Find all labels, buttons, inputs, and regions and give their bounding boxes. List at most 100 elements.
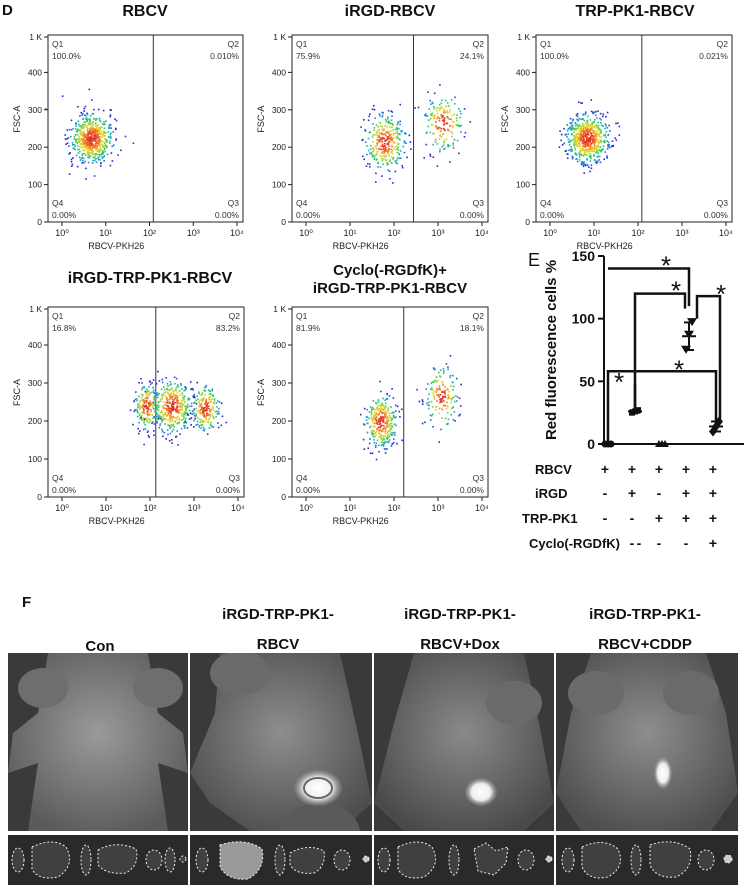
y-tick-label: 100 <box>572 311 596 327</box>
quadrant-q4-label: Q4 <box>296 473 308 483</box>
condition-value: - <box>602 510 608 526</box>
quadrant-q3-label: Q3 <box>229 473 241 483</box>
significance-star: * <box>661 250 671 280</box>
density-cloud <box>360 84 472 184</box>
y-tick-label: 200 <box>28 416 42 426</box>
mouse-label: iRGD-TRP-PK1- RBCV+Dox <box>404 606 516 653</box>
x-tick-label: 10³ <box>187 228 200 238</box>
organ-image <box>556 835 738 885</box>
y-tick-label: 400 <box>272 340 286 350</box>
data-point <box>607 440 615 448</box>
mouse-silhouette <box>374 653 554 831</box>
x-tick-label: 10⁰ <box>299 228 313 238</box>
y-tick-label: 0 <box>525 217 530 227</box>
flow-cytometry-plot: 1 K 400 300 200 100 0 10⁰ 10¹ 10² 10³ 10⁴ FSC-A RBCV… <box>500 32 733 251</box>
flow-plot-title: iRGD-TRP-PK1-RBCV <box>67 270 233 287</box>
condition-value: - <box>656 485 662 501</box>
mouse-silhouette <box>190 653 372 831</box>
condition-value: + <box>627 485 637 501</box>
condition-value: - <box>629 510 635 526</box>
x-axis-label: RBCV-PKH26 <box>333 516 389 526</box>
y-tick-label: 200 <box>272 416 286 426</box>
condition-value: + <box>654 461 664 477</box>
mouse-silhouette <box>8 653 188 831</box>
x-tick-label: 10⁴ <box>231 503 245 513</box>
organ-outlines <box>377 841 553 879</box>
y-tick-label: 1 K <box>273 304 286 314</box>
quadrant-q2-label: 83.2% <box>216 323 241 333</box>
flow-cytometry-plot: 1 K 400 300 200 100 0 10⁰ 10¹ 10² 10³ 10⁴ FSC-A RBCV… <box>256 304 489 526</box>
condition-value: + <box>681 461 691 477</box>
quadrant-q2-label: 0.021% <box>699 51 728 61</box>
y-axis-label: FSC-A <box>256 379 266 406</box>
x-tick-label: 10¹ <box>343 228 356 238</box>
mouse-image <box>190 653 372 831</box>
mouse-image <box>8 653 188 831</box>
x-tick-label: 10⁴ <box>719 228 733 238</box>
quadrant-q4-label: 0.00% <box>296 485 321 495</box>
y-tick-label: 200 <box>272 142 286 152</box>
x-tick-label: 10⁴ <box>475 228 489 238</box>
flow-cytometry-plot: 1 K 400 300 200 100 0 10⁰ 10¹ 10² 10³ 10⁴ FSC-A RBCV… <box>12 304 245 526</box>
y-tick-label: 1 K <box>273 32 286 42</box>
mouse-label: Con <box>85 638 115 655</box>
y-tick-label: 300 <box>516 105 530 115</box>
quadrant-q1-label: Q1 <box>540 39 552 49</box>
y-tick-label: 200 <box>28 142 42 152</box>
x-tick-label: 10² <box>631 228 644 238</box>
condition-value: + <box>681 510 691 526</box>
organ-image <box>374 835 554 885</box>
density-cloud <box>359 355 462 461</box>
quadrant-q2-label: Q2 <box>228 39 240 49</box>
quadrant-q2-label: Q2 <box>473 311 485 321</box>
plot-frame <box>535 34 733 223</box>
condition-value: + <box>708 485 718 501</box>
y-axis-label: FSC-A <box>12 379 22 406</box>
y-tick-label: 100 <box>28 454 42 464</box>
y-tick-label: 400 <box>272 67 286 77</box>
y-tick-label: 0 <box>37 217 42 227</box>
data-point <box>687 318 697 327</box>
quadrant-q1-label: 100.0% <box>540 51 569 61</box>
significance-bracket <box>695 294 722 419</box>
condition-value: + <box>708 535 718 551</box>
condition-row-label: RBCV <box>535 462 572 477</box>
mouse-label: iRGD-TRP-PK1- RBCV+CDDP <box>589 606 701 653</box>
quadrant-q2-label: Q2 <box>229 311 241 321</box>
significance-bracket <box>633 292 687 412</box>
x-tick-label: 10³ <box>431 503 444 513</box>
x-tick-label: 10² <box>387 228 400 238</box>
y-tick-label: 300 <box>28 105 42 115</box>
y-tick-label: 1 K <box>29 32 42 42</box>
y-tick-label: 1 K <box>29 304 42 314</box>
significance-star: * <box>614 367 624 397</box>
flow-plot-title: Cyclo(-RGDfK)+ iRGD-TRP-PK1-RBCV <box>312 262 468 297</box>
significance-bracket <box>608 267 691 307</box>
y-tick-label: 300 <box>272 378 286 388</box>
y-tick-label: 400 <box>28 340 42 350</box>
quadrant-q4-label: 0.00% <box>296 210 321 220</box>
condition-value: - <box>656 535 662 551</box>
mouse-label: iRGD-TRP-PK1- RBCV <box>222 606 334 653</box>
x-tick-label: 10¹ <box>343 503 356 513</box>
x-tick-label: 10⁴ <box>475 503 489 513</box>
y-tick-label: 400 <box>28 67 42 77</box>
mouse-silhouette <box>556 653 738 831</box>
panel-f-letter: F <box>22 594 32 611</box>
x-tick-label: 10¹ <box>99 228 112 238</box>
condition-value: + <box>654 510 664 526</box>
y-tick-label: 1 K <box>517 32 530 42</box>
y-tick-label: 150 <box>572 248 596 264</box>
condition-value: - <box>683 535 689 551</box>
quadrant-q3-label: Q3 <box>473 473 485 483</box>
quadrant-q4-label: 0.00% <box>52 210 77 220</box>
y-axis-label: FSC-A <box>500 106 510 133</box>
condition-value: - <box>636 535 642 551</box>
y-tick-label: 50 <box>579 373 595 389</box>
quadrant-q1-label: Q1 <box>296 311 308 321</box>
x-tick-label: 10⁰ <box>55 503 69 513</box>
quadrant-q3-label: Q3 <box>717 198 729 208</box>
x-tick-label: 10¹ <box>99 503 112 513</box>
x-tick-label: 10² <box>143 503 156 513</box>
